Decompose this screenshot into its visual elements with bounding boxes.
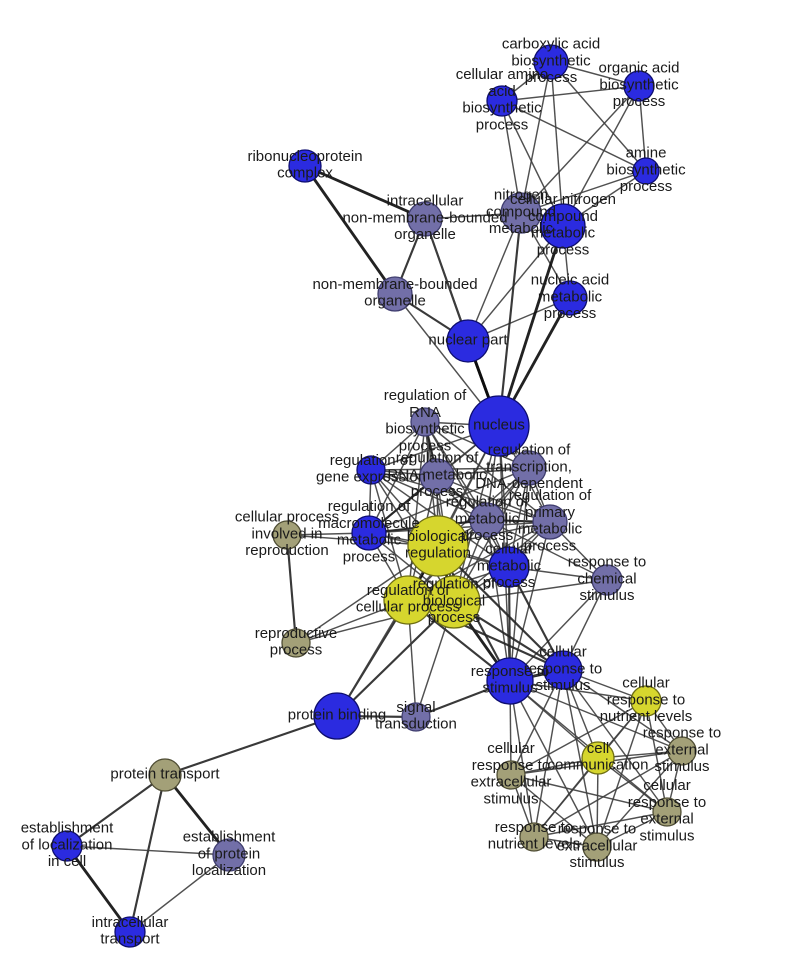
svg-text:process: process [343,549,396,566]
svg-text:metabolic: metabolic [531,225,596,242]
svg-text:process: process [428,609,481,626]
svg-text:regulation of: regulation of [413,576,496,593]
svg-text:metabolic: metabolic [477,557,542,574]
svg-text:cellular: cellular [539,644,587,661]
svg-text:localization: localization [192,862,266,879]
svg-text:of protein: of protein [198,845,261,862]
svg-text:regulation of: regulation of [384,387,467,404]
svg-text:establishment: establishment [183,829,276,846]
svg-text:extracellular: extracellular [471,774,552,791]
svg-text:stimulus: stimulus [569,854,624,871]
svg-text:non-membrane-bounded: non-membrane-bounded [312,276,477,293]
svg-text:transport: transport [100,931,160,948]
svg-text:RNA: RNA [409,404,441,421]
svg-text:biological: biological [407,528,470,545]
svg-text:extracellular: extracellular [557,837,638,854]
svg-text:carboxylic acid: carboxylic acid [502,36,600,53]
svg-text:reproduction: reproduction [245,542,328,559]
svg-text:protein binding: protein binding [288,706,386,723]
svg-text:biosynthetic: biosynthetic [599,76,679,93]
svg-text:response to: response to [568,554,646,571]
svg-text:metabolic: metabolic [518,521,583,538]
svg-text:metabolic: metabolic [455,510,520,527]
svg-text:organic acid: organic acid [599,60,680,77]
svg-text:compound: compound [528,208,598,225]
svg-text:stimulus: stimulus [482,680,537,697]
svg-text:nutrient levels: nutrient levels [600,708,693,725]
svg-text:acid: acid [488,83,516,100]
svg-text:regulation of: regulation of [396,450,479,467]
svg-text:external: external [640,811,693,828]
svg-text:regulation of: regulation of [328,498,411,515]
svg-text:response to: response to [607,691,685,708]
svg-text:organelle: organelle [394,226,456,243]
svg-text:nuclear part: nuclear part [428,331,508,348]
svg-text:intracellular: intracellular [92,914,169,931]
svg-text:chemical: chemical [577,570,636,587]
svg-text:involved in: involved in [252,525,323,542]
svg-text:primary: primary [525,504,576,521]
svg-text:response to: response to [558,821,636,838]
svg-text:regulation of: regulation of [488,442,571,459]
svg-text:non-membrane-bounded: non-membrane-bounded [342,209,507,226]
svg-text:transcription,: transcription, [486,458,572,475]
svg-text:protein transport: protein transport [110,765,220,782]
svg-text:process: process [613,93,666,110]
svg-text:biosynthetic: biosynthetic [606,161,686,178]
svg-text:stimulus: stimulus [535,677,590,694]
svg-text:biosynthetic: biosynthetic [385,421,465,438]
svg-text:cellular amino: cellular amino [456,66,549,83]
svg-text:cellular: cellular [485,541,533,558]
svg-text:in cell: in cell [48,853,86,870]
svg-text:cellular: cellular [643,777,691,794]
svg-text:external: external [655,741,708,758]
svg-text:response to: response to [643,725,721,742]
svg-text:communication: communication [548,757,649,774]
svg-text:response to: response to [628,794,706,811]
svg-text:RNA metabolic: RNA metabolic [387,466,487,483]
svg-text:ribonucleoprotein: ribonucleoprotein [247,148,362,165]
svg-text:nucleic acid: nucleic acid [531,272,609,289]
svg-text:response to: response to [472,757,550,774]
svg-text:biological: biological [423,592,486,609]
svg-text:stimulus: stimulus [654,758,709,775]
svg-text:cell: cell [587,740,610,757]
svg-text:stimulus: stimulus [639,828,694,845]
svg-text:stimulus: stimulus [579,587,634,604]
svg-text:cellular: cellular [622,675,670,692]
svg-text:cellular nitrogen: cellular nitrogen [510,191,616,208]
svg-text:process: process [544,305,597,322]
svg-text:establishment: establishment [21,820,114,837]
svg-text:metabolic: metabolic [337,532,402,549]
svg-text:stimulus: stimulus [483,791,538,808]
svg-text:amine: amine [626,145,667,162]
svg-text:reproductive: reproductive [255,625,338,642]
svg-text:transduction: transduction [375,716,457,733]
svg-text:process: process [476,117,529,134]
svg-text:metabolic: metabolic [538,288,603,305]
svg-text:organelle: organelle [364,293,426,310]
svg-text:cellular: cellular [487,740,535,757]
svg-text:process: process [620,178,673,195]
svg-text:response to: response to [524,660,602,677]
svg-text:process: process [537,242,590,259]
svg-text:complex: complex [277,165,333,182]
svg-text:regulation of: regulation of [446,494,529,511]
svg-text:biosynthetic: biosynthetic [462,100,542,117]
svg-text:of localization: of localization [22,836,113,853]
svg-text:signal: signal [396,699,435,716]
svg-text:intracellular: intracellular [387,193,464,210]
svg-text:process: process [270,642,323,659]
svg-text:regulation: regulation [405,545,471,562]
svg-text:nucleus: nucleus [473,416,525,433]
svg-text:cellular process: cellular process [235,509,339,526]
